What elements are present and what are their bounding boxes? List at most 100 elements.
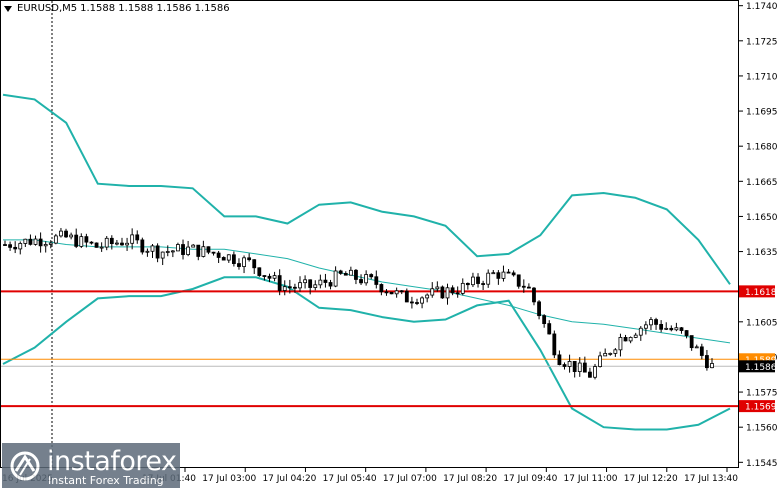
- candle-body: [43, 244, 48, 247]
- candle-body: [435, 286, 440, 290]
- watermark-tagline: Instant Forex Trading: [48, 474, 164, 487]
- candle-body: [262, 275, 267, 277]
- candle-body: [694, 346, 699, 349]
- candle-body: [145, 250, 150, 253]
- price-axis: 1.1740 1.1725 1.1710 1.1695 1.1680 1.1665 1.16…: [739, 2, 778, 469]
- candle-body: [155, 245, 160, 259]
- candle-body: [379, 284, 384, 293]
- time-tick-label: 17 Jul 11:00: [564, 474, 618, 484]
- price-tick-label: 1.1740: [746, 2, 778, 12]
- time-tick-label: 17 Jul 05:40: [323, 474, 377, 484]
- candle-body: [343, 273, 348, 276]
- candle-body: [323, 279, 328, 283]
- candle-body: [664, 327, 669, 330]
- candle-body: [318, 279, 323, 286]
- candle-body: [257, 267, 262, 276]
- candle-body: [588, 371, 592, 378]
- current-price-tag: [739, 360, 775, 373]
- candle-body: [567, 361, 572, 367]
- price-tick-label: 1.1725: [746, 37, 778, 47]
- instaforex-logo-icon: [10, 451, 40, 481]
- symbol-label: EURUSD,M5: [17, 3, 78, 14]
- candle-body: [221, 257, 226, 261]
- candle-body: [613, 349, 618, 354]
- price-tick-label: 1.1650: [746, 213, 778, 223]
- candle-body: [313, 284, 318, 288]
- candle-body: [59, 230, 63, 237]
- candle-body: [603, 353, 608, 357]
- candle-body: [425, 294, 430, 299]
- candle-body: [598, 355, 603, 367]
- candle-body: [8, 244, 12, 248]
- candle-body: [104, 237, 109, 248]
- candle-body: [450, 287, 455, 294]
- candle-body: [267, 275, 272, 279]
- candle-body: [455, 292, 460, 295]
- candle-body: [191, 244, 196, 248]
- ohlc-values: 1.1588 1.1588 1.1586 1.1586: [80, 3, 230, 14]
- candle-body: [699, 346, 704, 356]
- level-price-label: 1.1569: [745, 403, 777, 413]
- candle-body: [705, 355, 709, 369]
- candle-body: [160, 251, 165, 259]
- plot-border: [0, 0, 739, 468]
- candle-body: [674, 327, 679, 331]
- candle-body: [99, 246, 104, 249]
- price-tick-label: 1.1695: [746, 108, 778, 118]
- candle-body: [242, 257, 246, 267]
- candle-body: [84, 236, 89, 243]
- candle-body: [415, 302, 419, 304]
- candle-body: [496, 272, 501, 279]
- candle-body: [186, 246, 191, 255]
- candle-body: [38, 238, 43, 247]
- candle-body: [33, 238, 38, 245]
- candle-body: [338, 270, 343, 274]
- candle-body: [710, 363, 714, 369]
- price-tick-label: 1.1545: [746, 459, 778, 469]
- candle-body: [659, 324, 664, 330]
- candle-body: [28, 238, 33, 245]
- candle-body: [465, 282, 470, 286]
- candle-body: [48, 242, 53, 245]
- candle-body: [201, 246, 206, 257]
- candle-body: [211, 251, 216, 254]
- candle-body: [486, 272, 491, 285]
- candle-body: [537, 301, 541, 317]
- candle-body: [394, 290, 399, 295]
- candle-body: [649, 319, 653, 326]
- candle-body: [628, 337, 633, 342]
- candles: [3, 227, 714, 380]
- candle-body: [277, 275, 282, 291]
- candle-body: [501, 271, 506, 279]
- candle-body: [511, 272, 516, 276]
- time-tick-label: 17 Jul 09:40: [503, 474, 557, 484]
- dropdown-triangle-icon[interactable]: [4, 5, 12, 12]
- price-tick-label: 1.1605: [746, 318, 778, 328]
- current-price-label: 1.1586: [745, 363, 777, 373]
- candle-body: [420, 297, 424, 304]
- level-price-tag: [739, 400, 775, 413]
- watermark-brand: instaforex: [47, 446, 177, 477]
- candle-body: [669, 327, 674, 331]
- candle-body: [18, 243, 23, 250]
- candle-body: [23, 238, 28, 244]
- candle-body: [542, 315, 547, 325]
- candle-body: [593, 366, 597, 378]
- candle-body: [308, 279, 313, 288]
- candle-body: [181, 244, 185, 255]
- candle-body: [216, 252, 221, 258]
- instaforex-watermark: instaforex Instant Forex Trading: [2, 443, 180, 488]
- candle-body: [654, 319, 658, 325]
- candle-body: [516, 274, 521, 287]
- candle-body: [633, 334, 638, 338]
- candle-body: [206, 246, 211, 253]
- candle-body: [3, 244, 7, 246]
- candle-body: [643, 324, 648, 329]
- candle-body: [689, 335, 694, 349]
- level-price-tag: [739, 285, 775, 298]
- time-tick-label: 17 Jul 03:00: [202, 474, 256, 484]
- candle-body: [196, 244, 201, 257]
